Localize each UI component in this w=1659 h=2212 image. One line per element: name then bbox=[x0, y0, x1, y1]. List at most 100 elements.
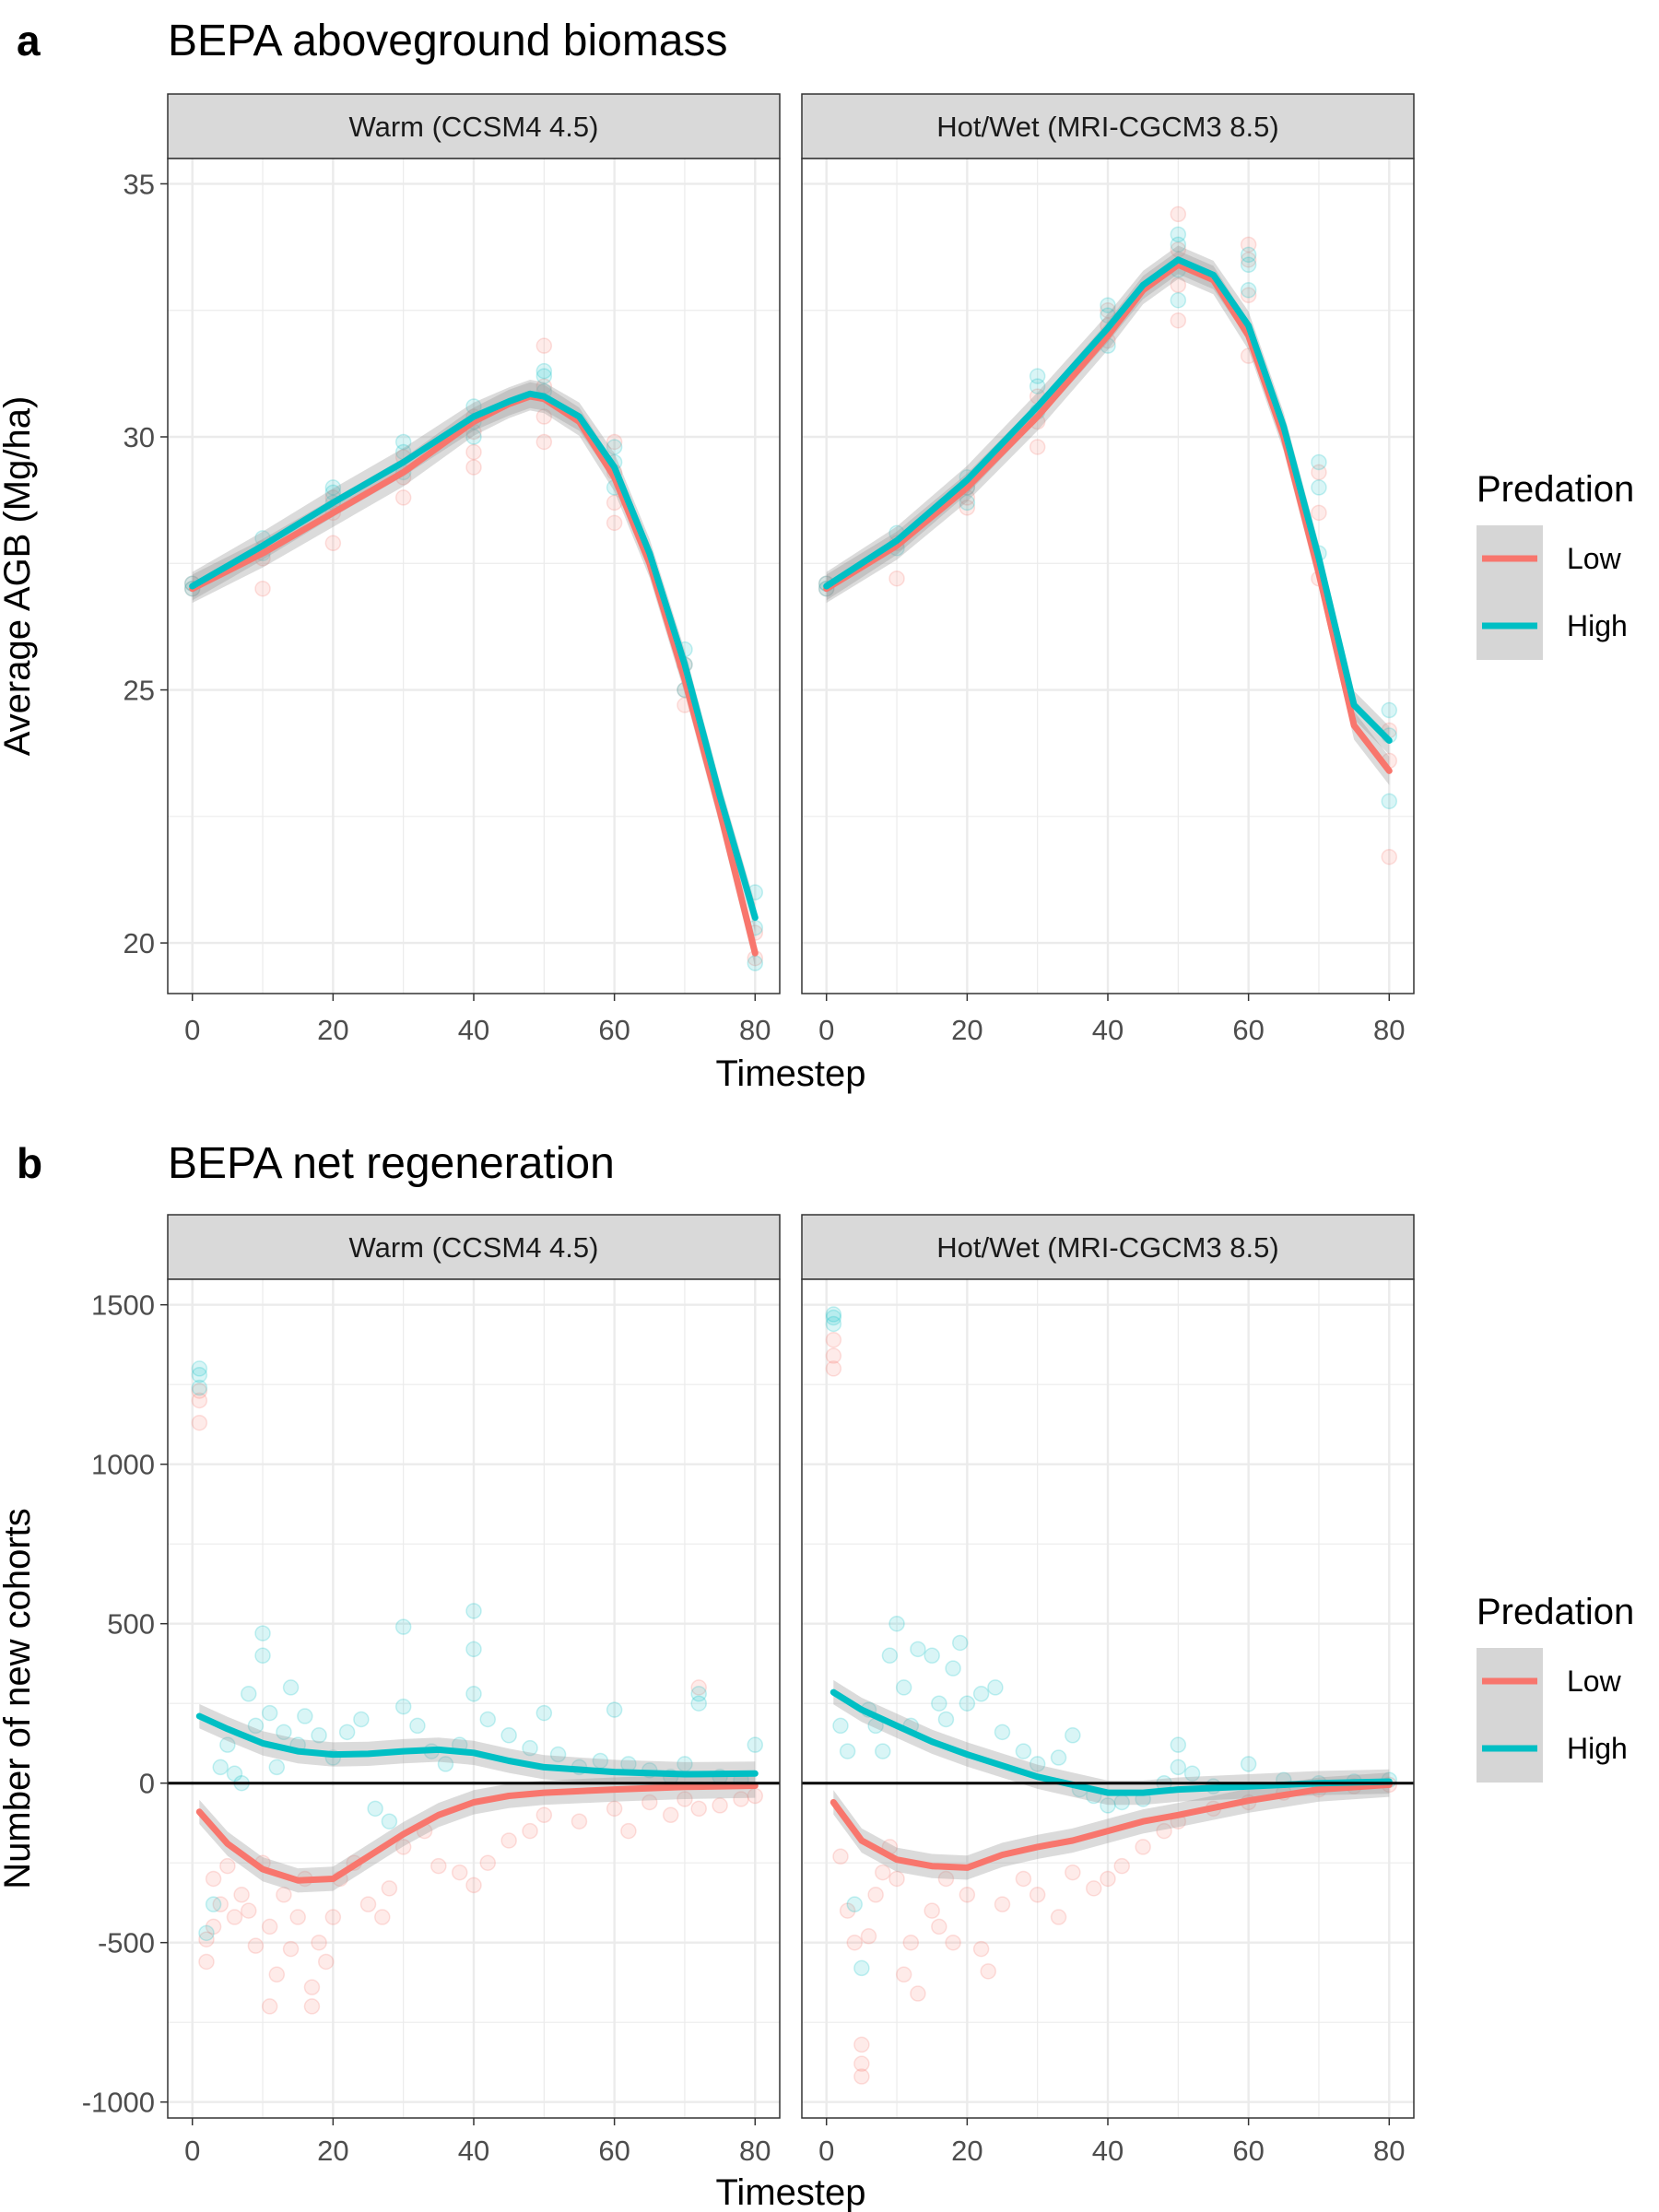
data-point bbox=[853, 2036, 870, 2053]
data-point bbox=[1065, 1727, 1081, 1744]
chart-a: a BEPA aboveground biomass Average AGB (Mg… bbox=[0, 17, 1634, 1094]
y-tick-label: 0 bbox=[139, 1768, 155, 1800]
x-tick-label: 80 bbox=[739, 1014, 771, 1046]
y-tick-label: -500 bbox=[98, 1927, 155, 1959]
data-point bbox=[1240, 252, 1257, 268]
data-point bbox=[465, 443, 482, 461]
x-tick-label: 20 bbox=[951, 1014, 982, 1046]
data-point bbox=[219, 1857, 236, 1875]
data-point bbox=[1240, 1756, 1257, 1772]
data-point bbox=[409, 1717, 426, 1735]
data-point bbox=[924, 1902, 940, 1919]
x-tick-label: 60 bbox=[1232, 2135, 1264, 2167]
confidence-ribbon bbox=[826, 250, 1390, 785]
data-point bbox=[888, 1615, 905, 1632]
data-point bbox=[690, 1686, 707, 1702]
data-point bbox=[303, 1998, 321, 2015]
data-point bbox=[381, 1880, 398, 1897]
data-point bbox=[662, 1806, 679, 1824]
data-point bbox=[1100, 301, 1116, 319]
smooth-line-low bbox=[823, 261, 1393, 774]
data-point bbox=[1381, 701, 1398, 719]
data-point bbox=[367, 1800, 383, 1818]
legend: Predation Low High bbox=[1477, 1592, 1634, 1783]
y-tick-label: 30 bbox=[124, 421, 155, 453]
data-point bbox=[268, 1966, 286, 1983]
data-point bbox=[846, 1896, 863, 1912]
data-point bbox=[1170, 291, 1187, 309]
data-point bbox=[535, 1704, 553, 1722]
data-point bbox=[535, 1806, 553, 1824]
data-point bbox=[677, 1791, 693, 1807]
data-point bbox=[846, 1934, 863, 1951]
x-tick-label: 20 bbox=[317, 2135, 348, 2167]
y-tick-label: 1500 bbox=[91, 1289, 155, 1322]
data-point bbox=[191, 1360, 208, 1377]
smooth-line-high bbox=[823, 256, 1393, 744]
data-point bbox=[1311, 479, 1327, 496]
data-point bbox=[191, 1414, 208, 1431]
facet-label: Warm (CCSM4 4.5) bbox=[349, 1231, 599, 1264]
data-point bbox=[747, 1736, 764, 1753]
data-point bbox=[641, 1794, 658, 1811]
data-point bbox=[690, 1695, 707, 1712]
data-point bbox=[951, 1634, 969, 1652]
data-point bbox=[241, 1902, 257, 1919]
legend: Predation Low High bbox=[1477, 469, 1634, 660]
data-point bbox=[853, 2068, 870, 2085]
data-point bbox=[1113, 1857, 1131, 1875]
data-point bbox=[191, 1392, 208, 1409]
facet-label: Hot/Wet (MRI-CGCM3 8.5) bbox=[936, 1231, 1278, 1264]
data-point bbox=[1065, 1864, 1081, 1881]
legend-title: Predation bbox=[1477, 469, 1634, 510]
y-tick-label: 500 bbox=[107, 1608, 155, 1641]
data-point bbox=[261, 1704, 278, 1722]
data-point bbox=[959, 1887, 976, 1903]
data-point bbox=[479, 1854, 497, 1871]
x-tick-label: 20 bbox=[951, 2135, 982, 2167]
data-point bbox=[987, 1679, 1004, 1696]
data-point bbox=[867, 1887, 884, 1903]
data-point bbox=[276, 1887, 292, 1903]
data-point bbox=[1156, 1822, 1172, 1840]
facet-panel: Warm (CCSM4 4.5) 0 20 40 60 80 -1000 -500 0 500 10… bbox=[82, 1214, 781, 2167]
data-point bbox=[945, 1660, 961, 1677]
x-tick-label: 60 bbox=[598, 1014, 629, 1046]
data-point bbox=[353, 1711, 370, 1728]
data-point bbox=[324, 1909, 342, 1925]
data-point bbox=[1240, 256, 1257, 274]
facet-panel: Hot/Wet (MRI-CGCM3 8.5) 0 20 40 60 80 bbox=[801, 93, 1415, 1046]
x-tick-label: 60 bbox=[1232, 1014, 1264, 1046]
data-point bbox=[994, 1724, 1011, 1741]
data-point bbox=[247, 1717, 265, 1735]
data-point bbox=[212, 1759, 229, 1776]
x-tick-label: 40 bbox=[458, 2135, 489, 2167]
data-point bbox=[205, 1870, 222, 1888]
y-tick-label: 35 bbox=[124, 168, 155, 200]
y-axis-title: Average AGB (Mg/ha) bbox=[0, 396, 38, 757]
data-point bbox=[1015, 1743, 1032, 1759]
y-tick-label: 25 bbox=[124, 675, 155, 707]
data-point bbox=[1240, 236, 1257, 253]
legend-title: Predation bbox=[1477, 1592, 1634, 1632]
legend-label: Low bbox=[1567, 1665, 1622, 1698]
facet-strip bbox=[801, 1214, 1415, 1280]
data-point bbox=[276, 1724, 292, 1741]
data-point bbox=[1100, 1870, 1116, 1888]
data-point bbox=[1183, 1765, 1201, 1783]
data-point bbox=[1029, 439, 1046, 455]
facet-panel: Hot/Wet (MRI-CGCM3 8.5) 0 20 40 60 80 bbox=[801, 1214, 1415, 2167]
data-point bbox=[191, 1382, 208, 1399]
data-point bbox=[317, 1953, 335, 1971]
data-point bbox=[945, 1934, 961, 1951]
data-point bbox=[465, 1686, 482, 1702]
data-point bbox=[535, 362, 553, 380]
data-point bbox=[247, 1937, 265, 1954]
data-point bbox=[451, 1864, 468, 1881]
data-point bbox=[1015, 1870, 1032, 1888]
data-point bbox=[888, 1870, 905, 1888]
panel-letter: b bbox=[17, 1139, 42, 1187]
data-point bbox=[1381, 848, 1398, 865]
data-point bbox=[839, 1743, 856, 1759]
data-point bbox=[733, 1791, 749, 1807]
